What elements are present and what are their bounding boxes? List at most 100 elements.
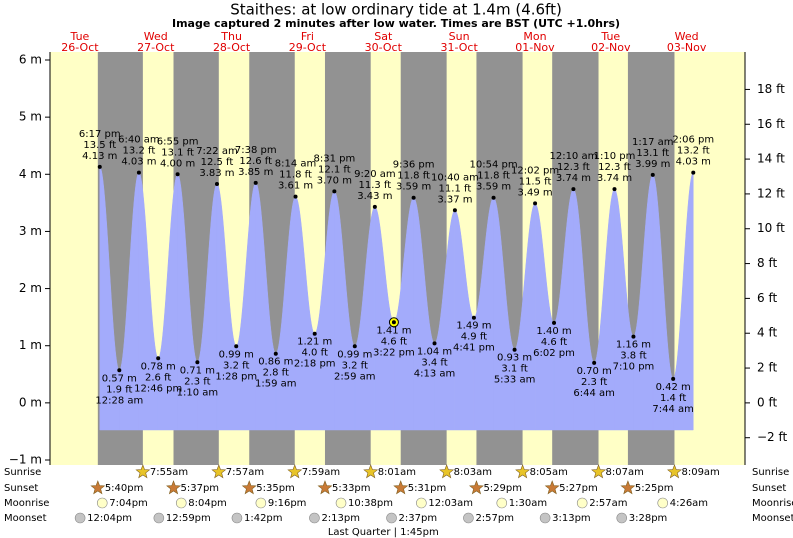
tide-point	[571, 187, 576, 192]
y-tick-label: −1 m	[9, 453, 42, 467]
tide-label: 13.5 ft	[83, 140, 116, 151]
tide-label: 1:59 am	[255, 379, 297, 390]
event-time: 12:04pm	[87, 513, 132, 524]
tide-area	[216, 183, 237, 431]
tide-area	[413, 197, 435, 431]
day-date: 27-Oct	[137, 41, 175, 54]
event-time: 5:37pm	[181, 483, 220, 494]
event-time: 8:09am	[681, 467, 719, 478]
tide-area	[393, 197, 414, 431]
event-time: 5:31pm	[408, 483, 447, 494]
tide-point	[512, 347, 517, 352]
tide-area	[593, 188, 615, 431]
day-weekday: Tue	[70, 30, 90, 43]
tide-label: 3.85 m	[238, 167, 273, 178]
y2-tick-label: 8 ft	[757, 256, 777, 270]
tide-point	[491, 195, 496, 200]
tide-point	[471, 315, 476, 320]
event-time: 8:05am	[530, 467, 568, 478]
tide-label: 3.74 m	[556, 173, 591, 184]
day-date: 30-Oct	[365, 41, 403, 54]
tide-point	[293, 194, 298, 199]
tide-label: 3.83 m	[199, 168, 234, 179]
moon-icon	[309, 512, 320, 524]
tide-area	[534, 202, 555, 431]
tide-label: 7:10 pm	[613, 362, 655, 373]
moon-icon	[255, 497, 267, 509]
event-time: 2:57pm	[475, 513, 514, 524]
tide-area	[434, 209, 456, 431]
tide-area	[119, 171, 140, 431]
tide-label: 3.37 m	[437, 194, 472, 205]
tide-label: 3.43 m	[357, 191, 392, 202]
tide-label: 1.49 m	[456, 321, 491, 332]
tide-label: 7:38 pm	[235, 145, 277, 156]
sun-icon	[591, 464, 606, 479]
tide-label: 6:55 pm	[157, 136, 199, 147]
tide-point	[273, 351, 278, 356]
event-time: 8:07am	[606, 467, 644, 478]
sun-icon	[620, 480, 636, 495]
tide-area	[197, 183, 218, 431]
day-date: 26-Oct	[61, 41, 99, 54]
event-time: 2:37pm	[399, 513, 438, 524]
y2-tick-label: 10 ft	[757, 221, 785, 235]
tide-label: 1.16 m	[616, 340, 651, 351]
tide-label: 3.49 m	[517, 187, 552, 198]
tide-label: 12:10 am	[549, 151, 597, 162]
tide-point	[391, 320, 396, 325]
tide-area	[99, 166, 120, 431]
tide-label: 10:40 am	[431, 172, 479, 183]
tide-label: 3.2 ft	[223, 360, 249, 371]
tide-label: 4.03 m	[676, 157, 711, 168]
tide-label: 2:06 pm	[672, 135, 714, 146]
chart-title: Staithes: at low ordinary tide at 1.4m (…	[230, 1, 562, 19]
tide-point	[411, 195, 416, 200]
tide-label: 0.99 m	[337, 349, 372, 360]
event-time: 5:35pm	[256, 483, 295, 494]
tide-label: 5:33 am	[494, 375, 536, 386]
tide-area	[672, 171, 694, 431]
tide-label: 2:59 am	[334, 371, 376, 382]
tide-point	[136, 170, 141, 175]
tide-label: 11.3 ft	[358, 180, 391, 191]
sun-icon	[468, 480, 484, 495]
plot-area	[50, 52, 745, 465]
day-weekday: Tue	[600, 30, 620, 43]
day-date: 31-Oct	[440, 41, 478, 54]
event-time: 1:30am	[509, 498, 547, 509]
chart-subtitle: Image captured 2 minutes after low water…	[172, 17, 620, 30]
tide-label: 12:28 am	[95, 395, 143, 406]
moon-icon	[386, 512, 397, 524]
tide-point	[612, 187, 617, 192]
event-time: 9:16pm	[268, 498, 307, 509]
event-time: 7:59am	[302, 467, 340, 478]
event-time: 3:28pm	[629, 513, 668, 524]
tide-point	[650, 172, 655, 177]
event-time: 5:40pm	[105, 483, 144, 494]
sun-icon	[166, 480, 181, 495]
day-weekday: Mon	[523, 30, 546, 43]
row-label: Sunset	[4, 483, 38, 494]
tide-label: 1:28 pm	[215, 371, 257, 382]
day-date: 29-Oct	[289, 41, 327, 54]
tide-label: 3:22 pm	[373, 347, 415, 358]
tide-area	[652, 174, 674, 431]
moon-icon	[657, 497, 669, 509]
tide-label: 12:02 pm	[511, 165, 559, 176]
tide-area	[514, 202, 536, 431]
event-time: 7:57am	[226, 467, 264, 478]
tide-label: 6:17 pm	[79, 129, 121, 140]
tide-label: 4.6 ft	[381, 336, 407, 347]
tide-point	[117, 368, 122, 373]
row-label: Moonrise	[4, 498, 49, 509]
tide-label: 1.40 m	[536, 326, 571, 337]
sun-icon	[439, 464, 455, 479]
day-weekday: Wed	[675, 30, 699, 43]
tide-point	[175, 172, 180, 177]
tide-label: 3.2 ft	[342, 360, 368, 371]
moon-icon	[539, 512, 551, 524]
tide-label: 11.5 ft	[519, 176, 552, 187]
tide-area	[334, 190, 356, 431]
tide-label: 12:46 pm	[134, 383, 182, 394]
